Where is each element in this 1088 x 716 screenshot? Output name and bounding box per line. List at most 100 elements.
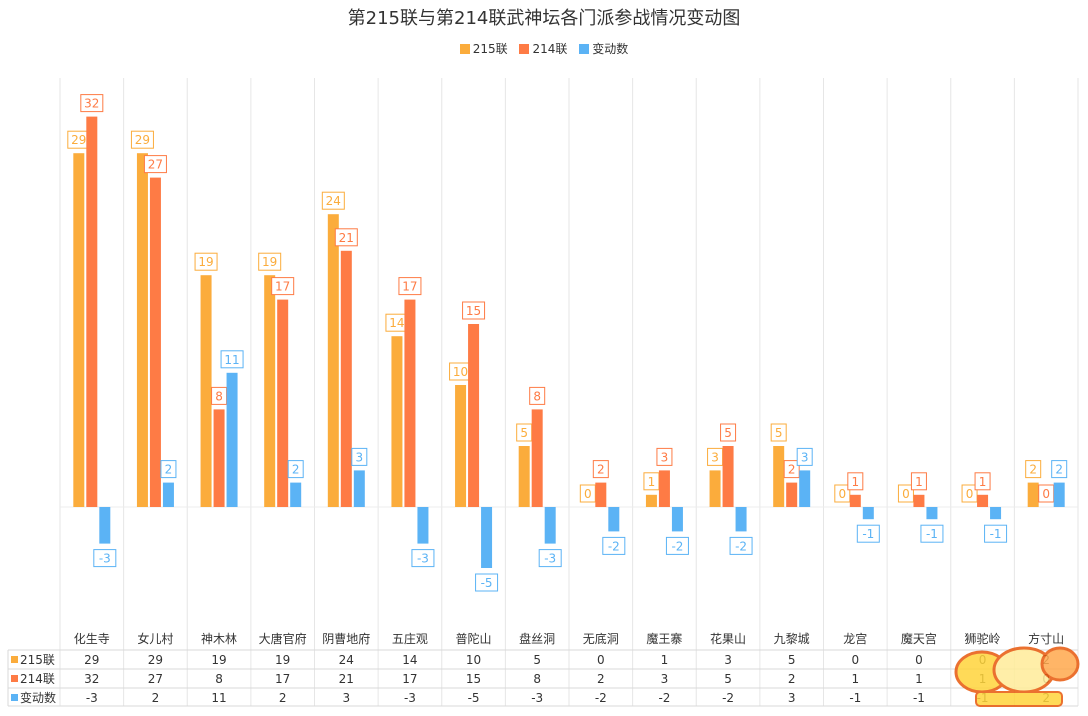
table-cell: 3 <box>342 691 350 705</box>
data-label: 27 <box>148 158 163 172</box>
table-cell: 27 <box>148 672 163 686</box>
data-label: 10 <box>453 365 468 379</box>
category-label: 九黎城 <box>774 632 810 646</box>
legend-label-215: 215联 <box>472 42 508 56</box>
bar-0-4 <box>327 214 339 507</box>
category-label: 神木林 <box>201 632 237 646</box>
data-label: 14 <box>389 316 404 330</box>
table-cell: 11 <box>211 691 226 705</box>
data-label-box <box>783 460 800 479</box>
bar-2-11 <box>799 470 811 507</box>
table-cell: 5 <box>788 653 796 667</box>
table-cell: 2 <box>279 691 287 705</box>
legend-swatch-214 <box>519 44 530 54</box>
category-label: 龙宫 <box>843 631 867 646</box>
category-label: 方寸山 <box>1028 631 1064 646</box>
bar-1-2 <box>213 409 225 507</box>
data-label-box <box>796 447 813 466</box>
data-label-box <box>720 423 737 442</box>
table-cell: 3 <box>661 672 669 686</box>
bar-1-9 <box>658 470 670 507</box>
bar-0-15 <box>1027 482 1039 507</box>
table-cell: 29 <box>84 653 99 667</box>
category-label: 狮驼岭 <box>965 631 1001 646</box>
bar-2-2 <box>226 372 238 507</box>
data-label-box <box>847 472 864 491</box>
table-cell: 5 <box>724 672 732 686</box>
data-label-box <box>656 447 673 466</box>
table-cell: 10 <box>466 653 481 667</box>
table-cell: 0 <box>915 653 923 667</box>
data-label: -1 <box>990 527 1002 541</box>
bar-1-5 <box>404 299 416 507</box>
category-label: 化生寺 <box>74 632 110 646</box>
data-label-box <box>770 423 787 442</box>
table-series-label: 变动数 <box>20 690 56 705</box>
table-cell: 19 <box>211 653 226 667</box>
bar-0-1 <box>136 153 148 507</box>
bar-2-12 <box>862 507 874 520</box>
bar-1-13 <box>913 494 925 507</box>
data-label-box <box>602 536 626 555</box>
bar-0-0 <box>73 153 85 507</box>
bar-1-4 <box>340 250 352 508</box>
data-label-box <box>665 536 689 555</box>
table-cell: 0 <box>597 653 605 667</box>
bar-2-7 <box>544 507 556 544</box>
legend-item-215[interactable]: 215联 <box>459 40 508 57</box>
data-label: 0 <box>902 487 910 501</box>
bar-0-10 <box>709 470 721 507</box>
bar-2-14 <box>990 507 1002 520</box>
data-label-box <box>729 536 753 555</box>
data-label: 0 <box>966 487 974 501</box>
legend-item-change[interactable]: 变动数 <box>579 40 628 57</box>
data-label: -2 <box>671 539 683 553</box>
data-label-box <box>961 484 978 503</box>
table-series-label: 214联 <box>20 672 55 686</box>
table-cell: -2 <box>722 691 734 705</box>
table-cell: 8 <box>533 672 541 686</box>
data-label: 1 <box>915 475 923 489</box>
bar-2-13 <box>926 507 938 520</box>
category-label: 女儿村 <box>137 631 173 646</box>
data-label-box <box>194 252 218 271</box>
data-label: -2 <box>608 539 620 553</box>
data-label: 11 <box>224 353 239 367</box>
data-label: 5 <box>520 426 528 440</box>
data-label: 19 <box>262 255 277 269</box>
legend-item-214[interactable]: 214联 <box>519 40 567 57</box>
data-label-box <box>220 350 244 369</box>
data-label: 19 <box>198 255 213 269</box>
data-label-box <box>856 524 880 543</box>
legend: 215联 214联 变动数 <box>0 40 1088 57</box>
data-label-box <box>1025 460 1042 479</box>
table-cell: 21 <box>339 672 354 686</box>
table-cell: -3 <box>86 691 98 705</box>
bar-0-6 <box>455 385 467 507</box>
bar-0-2 <box>200 275 212 507</box>
table-cell: -1 <box>849 691 861 705</box>
table-series-label: 215联 <box>20 653 55 667</box>
table-cell: 17 <box>275 672 290 686</box>
data-label: -3 <box>417 552 429 566</box>
table-swatch <box>11 675 18 682</box>
table-cell: 5 <box>533 653 541 667</box>
table-cell: 2 <box>597 672 605 686</box>
data-label: 5 <box>724 426 732 440</box>
bar-2-15 <box>1053 482 1065 507</box>
watermark-logo <box>954 646 1080 707</box>
data-label-box <box>462 301 486 320</box>
table-cell: -2 <box>595 691 607 705</box>
data-label: 32 <box>84 97 99 111</box>
bar-0-9 <box>645 494 657 507</box>
data-label: -2 <box>735 539 747 553</box>
table-cell: 1 <box>661 653 669 667</box>
data-label: 21 <box>339 231 354 245</box>
bar-1-1 <box>149 177 161 507</box>
data-label: -3 <box>544 552 556 566</box>
table-cell: 19 <box>275 653 290 667</box>
bar-1-14 <box>977 494 989 507</box>
bar-1-12 <box>849 494 861 507</box>
bar-1-11 <box>786 482 798 507</box>
